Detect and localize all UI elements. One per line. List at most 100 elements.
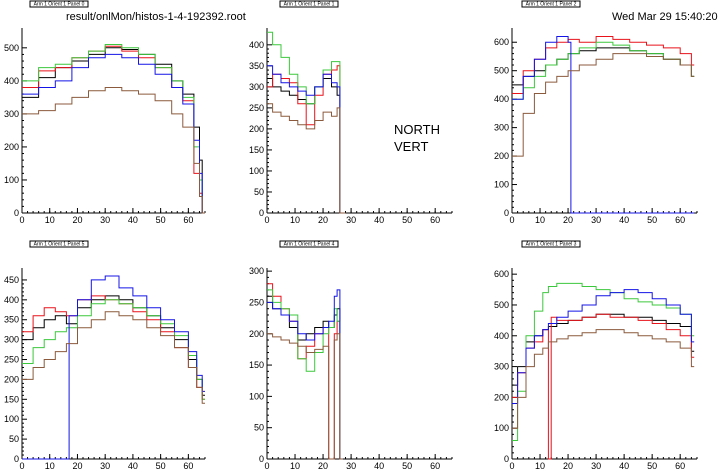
- y-tick-label: 100: [4, 414, 19, 424]
- x-tick-label: 10: [45, 215, 55, 225]
- x-tick-label: 60: [430, 461, 440, 469]
- series-green: [267, 289, 343, 460]
- series-blue: [22, 53, 205, 214]
- x-tick-label: 60: [183, 215, 193, 225]
- x-tick-label: 60: [675, 461, 685, 469]
- x-tick-label: 0: [19, 215, 24, 225]
- series-black: [512, 313, 695, 386]
- series-red: [267, 283, 343, 460]
- series-black: [22, 295, 205, 396]
- series-black: [512, 47, 695, 86]
- x-tick-label: 50: [402, 461, 412, 469]
- panel-title: Arm 1 Orient 1 Panel 0: [34, 2, 85, 8]
- series-brown: [22, 311, 205, 404]
- y-tick-label: 100: [494, 423, 509, 433]
- panel-title-box: [29, 240, 89, 248]
- y-tick-label: 0: [259, 454, 264, 464]
- x-tick-label: 10: [535, 215, 545, 225]
- x-tick-label: 60: [675, 215, 685, 225]
- x-tick-label: 30: [100, 215, 110, 225]
- x-tick-label: 50: [647, 461, 657, 469]
- x-tick-label: 10: [535, 461, 545, 469]
- x-tick-label: 40: [128, 215, 138, 225]
- series-red: [22, 45, 205, 214]
- y-tick-label: 250: [249, 297, 264, 307]
- y-tick-label: 300: [4, 335, 19, 345]
- y-tick-label: 100: [494, 180, 509, 190]
- x-tick-label: 50: [647, 215, 657, 225]
- series-brown: [512, 53, 695, 157]
- x-tick-label: 10: [290, 461, 300, 469]
- y-tick-label: 150: [249, 145, 264, 155]
- panel-title: Arm 1 Orient 1 Panel 5: [34, 242, 85, 248]
- y-tick-label: 300: [4, 109, 19, 119]
- series-brown: [267, 103, 346, 214]
- panel-title-box: [521, 0, 581, 8]
- x-tick-label: 60: [430, 215, 440, 225]
- x-tick-label: 0: [19, 461, 24, 469]
- y-tick-label: 200: [249, 329, 264, 339]
- x-tick-label: 20: [72, 461, 82, 469]
- x-tick-label: 0: [509, 215, 514, 225]
- y-tick-label: 400: [4, 295, 19, 305]
- x-tick-label: 40: [619, 461, 629, 469]
- y-tick-label: 100: [4, 175, 19, 185]
- x-tick-label: 30: [346, 215, 356, 225]
- series-brown: [22, 87, 205, 214]
- series-red: [512, 36, 695, 94]
- y-tick-label: 0: [14, 208, 19, 218]
- y-tick-label: 300: [249, 266, 264, 276]
- y-tick-label: 300: [494, 362, 509, 372]
- x-tick-label: 60: [183, 461, 193, 469]
- y-tick-label: 400: [494, 331, 509, 341]
- x-tick-label: 50: [156, 215, 166, 225]
- y-tick-label: 250: [4, 355, 19, 365]
- series-blue: [22, 275, 205, 460]
- panel-title-box: [29, 0, 89, 8]
- series-green: [22, 299, 205, 400]
- x-tick-label: 30: [591, 215, 601, 225]
- series-blue: [512, 36, 695, 214]
- y-tick-label: 200: [494, 392, 509, 402]
- y-tick-label: 300: [494, 123, 509, 133]
- file-name: result/onlMon/histos-1-4-192392.root: [66, 11, 246, 23]
- y-tick-label: 350: [4, 315, 19, 325]
- y-tick-label: 150: [249, 360, 264, 370]
- panel-title-box: [279, 240, 339, 248]
- y-tick-label: 100: [249, 391, 264, 401]
- x-tick-label: 50: [156, 461, 166, 469]
- y-tick-label: 0: [504, 454, 509, 464]
- x-tick-label: 20: [563, 461, 573, 469]
- y-tick-label: 500: [4, 43, 19, 53]
- annotation-vert: VERT: [394, 139, 429, 154]
- x-tick-label: 10: [290, 215, 300, 225]
- x-tick-label: 20: [318, 215, 328, 225]
- y-tick-label: 400: [4, 76, 19, 86]
- x-tick-label: 10: [45, 461, 55, 469]
- series-green: [267, 31, 346, 214]
- x-tick-label: 0: [509, 461, 514, 469]
- series-black: [267, 295, 343, 460]
- x-tick-label: 40: [619, 215, 629, 225]
- y-tick-label: 600: [494, 37, 509, 47]
- series-black: [22, 47, 205, 214]
- panel-title-box: [521, 240, 581, 248]
- series-green: [22, 44, 205, 214]
- y-tick-label: 150: [4, 394, 19, 404]
- y-tick-label: 450: [4, 275, 19, 285]
- x-tick-label: 40: [374, 215, 384, 225]
- y-tick-label: 250: [249, 103, 264, 113]
- series-green: [512, 282, 695, 441]
- y-tick-label: 0: [259, 208, 264, 218]
- y-tick-label: 600: [494, 269, 509, 279]
- x-tick-label: 30: [100, 461, 110, 469]
- y-tick-label: 50: [254, 187, 264, 197]
- series-blue: [512, 289, 695, 404]
- x-tick-label: 20: [318, 461, 328, 469]
- series-brown: [512, 329, 695, 429]
- timestamp: Wed Mar 29 15:40:20 2006: [612, 11, 721, 23]
- series-blue: [267, 65, 346, 214]
- series-brown: [267, 333, 343, 460]
- y-tick-label: 100: [249, 166, 264, 176]
